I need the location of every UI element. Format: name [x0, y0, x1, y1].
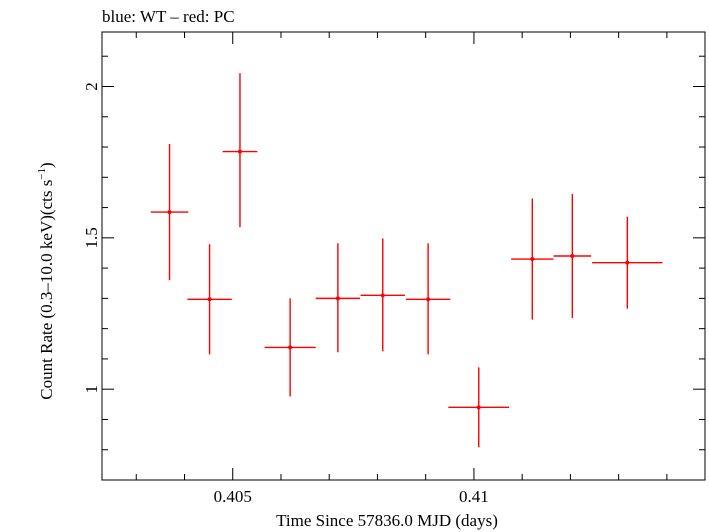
y-axis-label-sup: −1: [36, 168, 48, 180]
y-axis-label-tail: ): [37, 162, 56, 168]
y-tick-labels: 11.52: [82, 82, 101, 393]
data-marker: [530, 257, 535, 262]
y-tick-label: 1: [82, 385, 101, 394]
data-marker: [335, 296, 340, 301]
data-point: [405, 243, 451, 355]
data-marker: [237, 149, 242, 154]
data-point: [264, 298, 316, 397]
x-tick-label: 0.405: [214, 487, 252, 506]
data-marker: [167, 210, 172, 215]
y-tick-label: 2: [82, 82, 101, 91]
data-marker: [426, 297, 431, 302]
data-point: [187, 244, 232, 355]
data-marker: [288, 345, 293, 350]
y-axis-label-main: Count Rate (0.3–10.0 keV)(cts s: [37, 180, 56, 400]
plot-frame: [101, 31, 706, 481]
data-point: [222, 73, 258, 228]
chart-title: blue: WT – red: PC: [102, 7, 235, 26]
y-axis-label: Count Rate (0.3–10.0 keV)(cts s−1): [36, 162, 56, 399]
y-tick-label: 1.5: [82, 227, 101, 248]
data-marker: [570, 254, 575, 258]
x-axis-label: Time Since 57836.0 MJD (days): [276, 511, 498, 530]
data-point: [448, 367, 510, 448]
data-series: [150, 73, 663, 448]
data-point: [315, 243, 361, 353]
data-marker: [207, 297, 212, 302]
data-point: [553, 193, 592, 319]
axis-ticks: [102, 32, 705, 481]
data-marker: [380, 293, 385, 298]
data-point: [360, 238, 405, 352]
data-marker: [476, 405, 481, 410]
x-tick-label: 0.41: [459, 487, 489, 506]
data-marker: [625, 260, 630, 265]
x-tick-labels: 0.405 0.41: [214, 487, 489, 506]
data-point: [511, 198, 554, 320]
data-point: [592, 216, 663, 309]
data-point: [150, 144, 189, 281]
